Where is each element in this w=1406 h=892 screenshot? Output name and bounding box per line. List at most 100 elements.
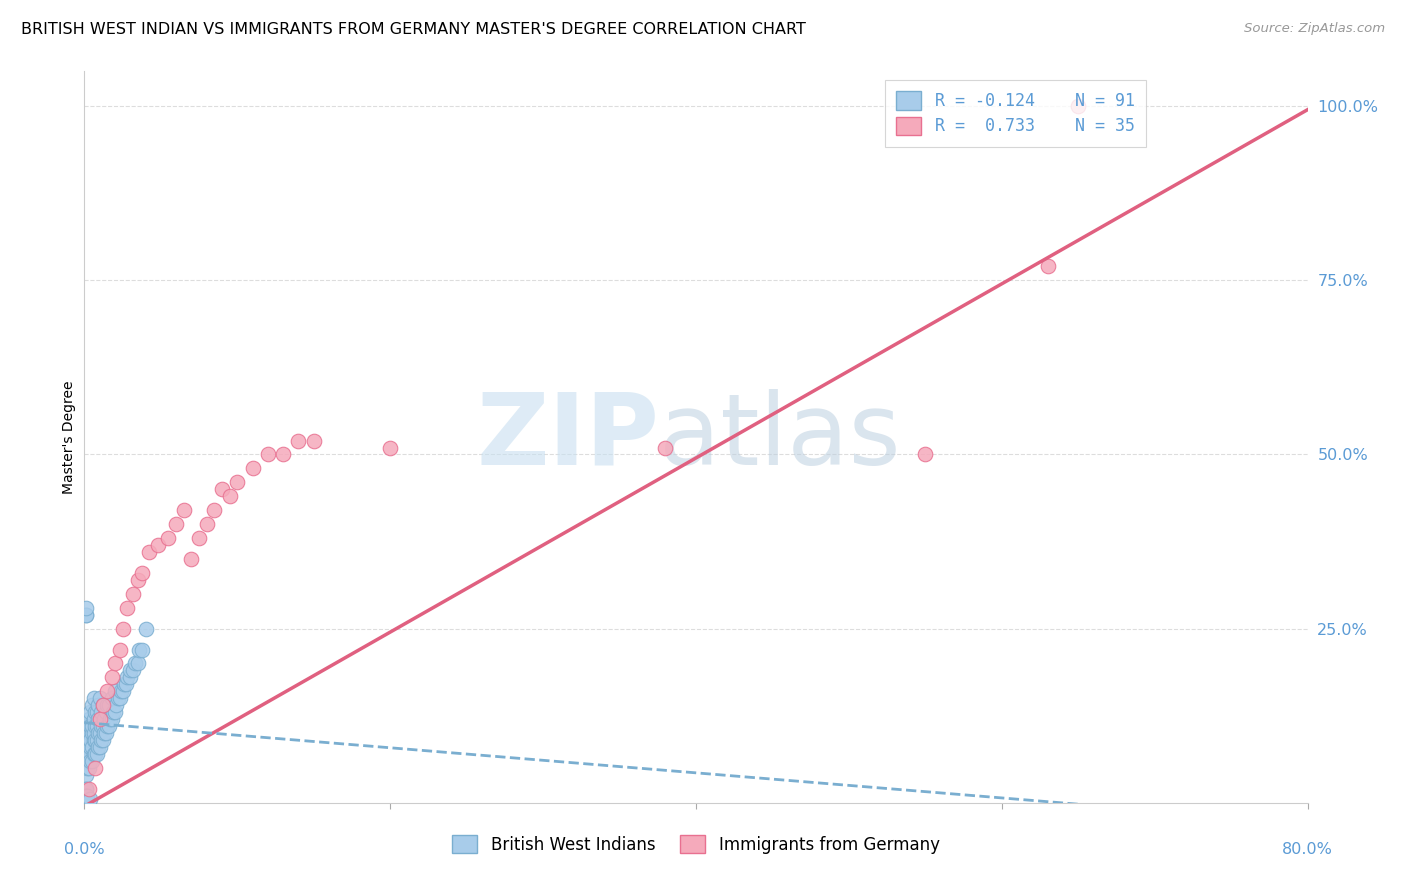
Point bbox=[101, 691, 124, 706]
Point bbox=[76, 747, 98, 761]
Point bbox=[80, 754, 103, 768]
Point bbox=[91, 698, 114, 713]
Point bbox=[79, 705, 101, 719]
Point bbox=[120, 664, 142, 678]
Point bbox=[90, 719, 112, 733]
Point bbox=[114, 677, 136, 691]
Point bbox=[86, 747, 108, 761]
Point bbox=[84, 733, 107, 747]
Point bbox=[101, 670, 124, 684]
Point bbox=[1067, 99, 1090, 113]
Point bbox=[127, 573, 149, 587]
Point bbox=[128, 642, 150, 657]
Point bbox=[84, 747, 107, 761]
Point bbox=[157, 531, 180, 545]
Point bbox=[195, 517, 218, 532]
Text: 80.0%: 80.0% bbox=[1282, 842, 1333, 856]
Point bbox=[107, 691, 129, 706]
Point bbox=[90, 733, 112, 747]
Point bbox=[75, 754, 97, 768]
Point bbox=[96, 698, 118, 713]
Point bbox=[79, 719, 101, 733]
Point bbox=[111, 622, 134, 636]
Point bbox=[108, 642, 131, 657]
Point bbox=[77, 747, 100, 761]
Point bbox=[77, 712, 100, 726]
Point bbox=[80, 726, 103, 740]
Point bbox=[115, 670, 138, 684]
Point bbox=[94, 705, 117, 719]
Point bbox=[93, 726, 115, 740]
Point bbox=[97, 719, 120, 733]
Point bbox=[89, 691, 111, 706]
Point bbox=[188, 531, 211, 545]
Point bbox=[76, 719, 98, 733]
Point bbox=[76, 733, 98, 747]
Point bbox=[287, 434, 309, 448]
Point bbox=[1036, 260, 1059, 274]
Y-axis label: Master's Degree: Master's Degree bbox=[62, 380, 76, 494]
Point bbox=[76, 740, 98, 755]
Point bbox=[131, 566, 153, 580]
Point bbox=[96, 719, 118, 733]
Point bbox=[138, 545, 160, 559]
Point bbox=[84, 705, 107, 719]
Point bbox=[202, 503, 225, 517]
Point bbox=[75, 740, 97, 755]
Point bbox=[89, 740, 111, 755]
Point bbox=[91, 719, 114, 733]
Point bbox=[131, 642, 153, 657]
Point bbox=[75, 607, 97, 622]
Point bbox=[75, 789, 97, 803]
Point bbox=[122, 587, 145, 601]
Point bbox=[120, 670, 142, 684]
Text: BRITISH WEST INDIAN VS IMMIGRANTS FROM GERMANY MASTER'S DEGREE CORRELATION CHART: BRITISH WEST INDIAN VS IMMIGRANTS FROM G… bbox=[21, 22, 806, 37]
Point bbox=[89, 712, 111, 726]
Point bbox=[111, 684, 134, 698]
Point bbox=[104, 705, 127, 719]
Point bbox=[87, 712, 110, 726]
Point bbox=[127, 657, 149, 671]
Point bbox=[110, 684, 132, 698]
Point bbox=[83, 691, 105, 706]
Point bbox=[91, 733, 114, 747]
Point bbox=[173, 503, 195, 517]
Point bbox=[654, 441, 676, 455]
Point bbox=[226, 475, 249, 490]
Point bbox=[86, 705, 108, 719]
Point bbox=[84, 719, 107, 733]
Point bbox=[80, 740, 103, 755]
Point bbox=[122, 664, 145, 678]
Point bbox=[105, 698, 128, 713]
Point bbox=[75, 607, 97, 622]
Point bbox=[77, 781, 100, 796]
Point bbox=[79, 740, 101, 755]
Text: Source: ZipAtlas.com: Source: ZipAtlas.com bbox=[1244, 22, 1385, 36]
Point bbox=[86, 719, 108, 733]
Text: 0.0%: 0.0% bbox=[65, 842, 104, 856]
Point bbox=[80, 698, 103, 713]
Point bbox=[77, 726, 100, 740]
Point bbox=[83, 712, 105, 726]
Point bbox=[80, 719, 103, 733]
Point bbox=[90, 705, 112, 719]
Point bbox=[76, 761, 98, 775]
Point bbox=[124, 657, 146, 671]
Point bbox=[96, 684, 118, 698]
Point bbox=[83, 733, 105, 747]
Point bbox=[146, 538, 169, 552]
Point bbox=[115, 600, 138, 615]
Point bbox=[77, 733, 100, 747]
Point bbox=[83, 726, 105, 740]
Point bbox=[94, 726, 117, 740]
Point bbox=[104, 657, 127, 671]
Point bbox=[75, 789, 97, 803]
Point bbox=[104, 684, 127, 698]
Point bbox=[103, 705, 125, 719]
Point bbox=[108, 691, 131, 706]
Point bbox=[79, 792, 101, 806]
Point bbox=[75, 781, 97, 796]
Point bbox=[98, 712, 121, 726]
Point bbox=[97, 698, 120, 713]
Point bbox=[165, 517, 187, 532]
